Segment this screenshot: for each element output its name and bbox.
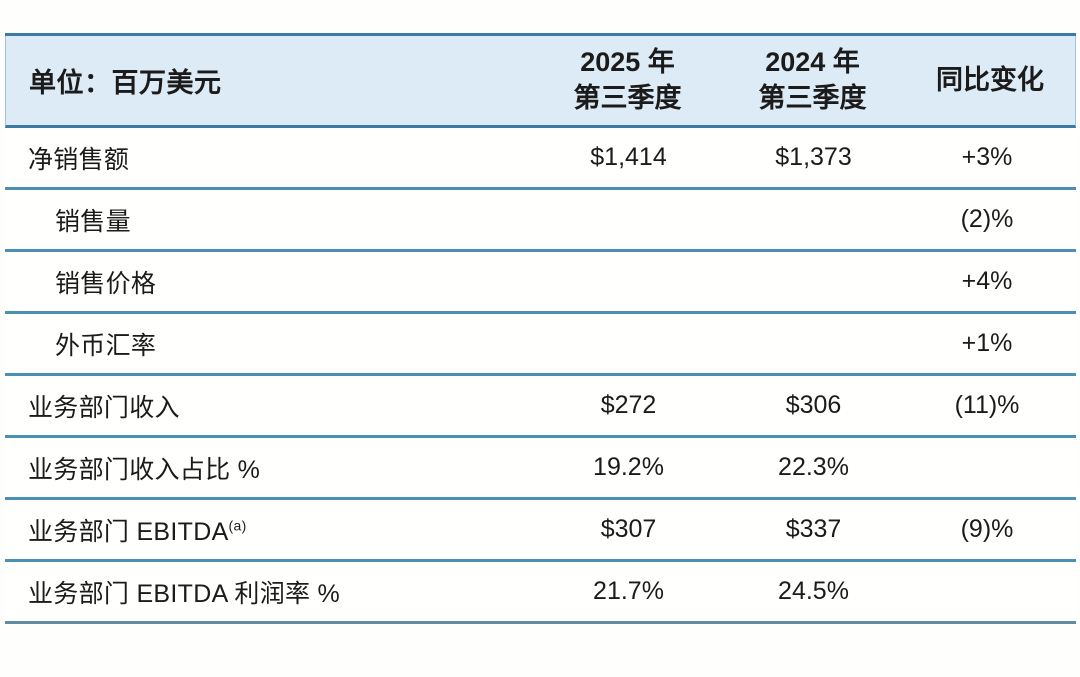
value-2024-q3: $306 xyxy=(785,391,842,419)
row-label-text: 业务部门 EBITDA 利润率 % xyxy=(28,579,341,608)
value-2025-q3: $1,414 xyxy=(590,143,667,171)
row-label-text: 外币汇率 xyxy=(55,331,157,360)
row-label: 业务部门收入 xyxy=(5,388,536,424)
column-header-2025-q3: 2025 年 第三季度 xyxy=(535,45,720,115)
row-label-footnote-marker: (a) xyxy=(228,517,247,534)
column-header-2025-line1: 2025 年 xyxy=(580,47,675,78)
value-2024-q3: $1,373 xyxy=(775,143,852,171)
table-row: 销售量 (2)% xyxy=(5,190,1076,252)
value-2024-q3: 24.5% xyxy=(778,577,849,605)
value-2024-q3: 22.3% xyxy=(778,453,849,481)
row-label: 业务部门 EBITDA(a) xyxy=(5,512,536,548)
value-yoy-change: (2)% xyxy=(960,205,1014,233)
value-2025-q3: $307 xyxy=(600,515,657,543)
table-row: 净销售额 $1,414 $1,373 +3% xyxy=(5,128,1076,190)
row-label: 业务部门 EBITDA 利润率 % xyxy=(5,574,536,610)
table-row: 业务部门收入 $272 $306 (11)% xyxy=(5,376,1076,438)
quarterly-results-table: 单位：百万美元 2025 年 第三季度 2024 年 第三季度 同比变化 净销售… xyxy=(5,33,1076,624)
column-header-yoy-change: 同比变化 xyxy=(936,64,1044,95)
value-yoy-change: +4% xyxy=(961,267,1013,295)
table-row: 销售价格 +4% xyxy=(5,252,1076,314)
row-label: 销售价格 xyxy=(5,264,536,300)
column-header-2024-line2: 第三季度 xyxy=(758,82,867,113)
table-body: 净销售额 $1,414 $1,373 +3% 销售量 (2)% 销售价格 +4%… xyxy=(5,128,1076,624)
value-yoy-change: +1% xyxy=(961,329,1013,357)
value-2024-q3: $337 xyxy=(785,515,842,543)
table-row: 外币汇率 +1% xyxy=(5,314,1076,376)
row-label-text: 业务部门收入占比 % xyxy=(28,455,261,484)
row-label: 净销售额 xyxy=(5,140,536,176)
row-label-text: 业务部门收入 xyxy=(28,393,180,422)
value-yoy-change: (11)% xyxy=(954,391,1020,419)
column-header-2024-q3: 2024 年 第三季度 xyxy=(720,45,905,115)
table-row: 业务部门收入占比 % 19.2% 22.3% xyxy=(5,438,1076,500)
unit-label: 单位：百万美元 xyxy=(29,68,222,98)
row-label-text: 销售量 xyxy=(55,207,131,236)
row-label-text: 业务部门 EBITDA xyxy=(28,517,229,546)
table-row: 业务部门 EBITDA 利润率 % 21.7% 24.5% xyxy=(5,562,1076,624)
value-2025-q3: 19.2% xyxy=(593,453,664,481)
value-yoy-change: +3% xyxy=(961,143,1013,171)
column-header-2024-line1: 2024 年 xyxy=(765,47,860,78)
value-2025-q3: 21.7% xyxy=(593,577,664,605)
row-label: 外币汇率 xyxy=(5,326,536,362)
value-2025-q3: $272 xyxy=(600,391,657,419)
value-yoy-change: (9)% xyxy=(960,515,1014,543)
row-label-text: 净销售额 xyxy=(28,145,130,174)
row-label: 业务部门收入占比 % xyxy=(5,450,536,486)
row-label: 销售量 xyxy=(5,202,536,238)
table-row: 业务部门 EBITDA(a) $307 $337 (9)% xyxy=(5,500,1076,562)
table-header-row: 单位：百万美元 2025 年 第三季度 2024 年 第三季度 同比变化 xyxy=(5,36,1076,128)
row-label-text: 销售价格 xyxy=(55,269,157,298)
column-header-2025-line2: 第三季度 xyxy=(573,82,682,113)
